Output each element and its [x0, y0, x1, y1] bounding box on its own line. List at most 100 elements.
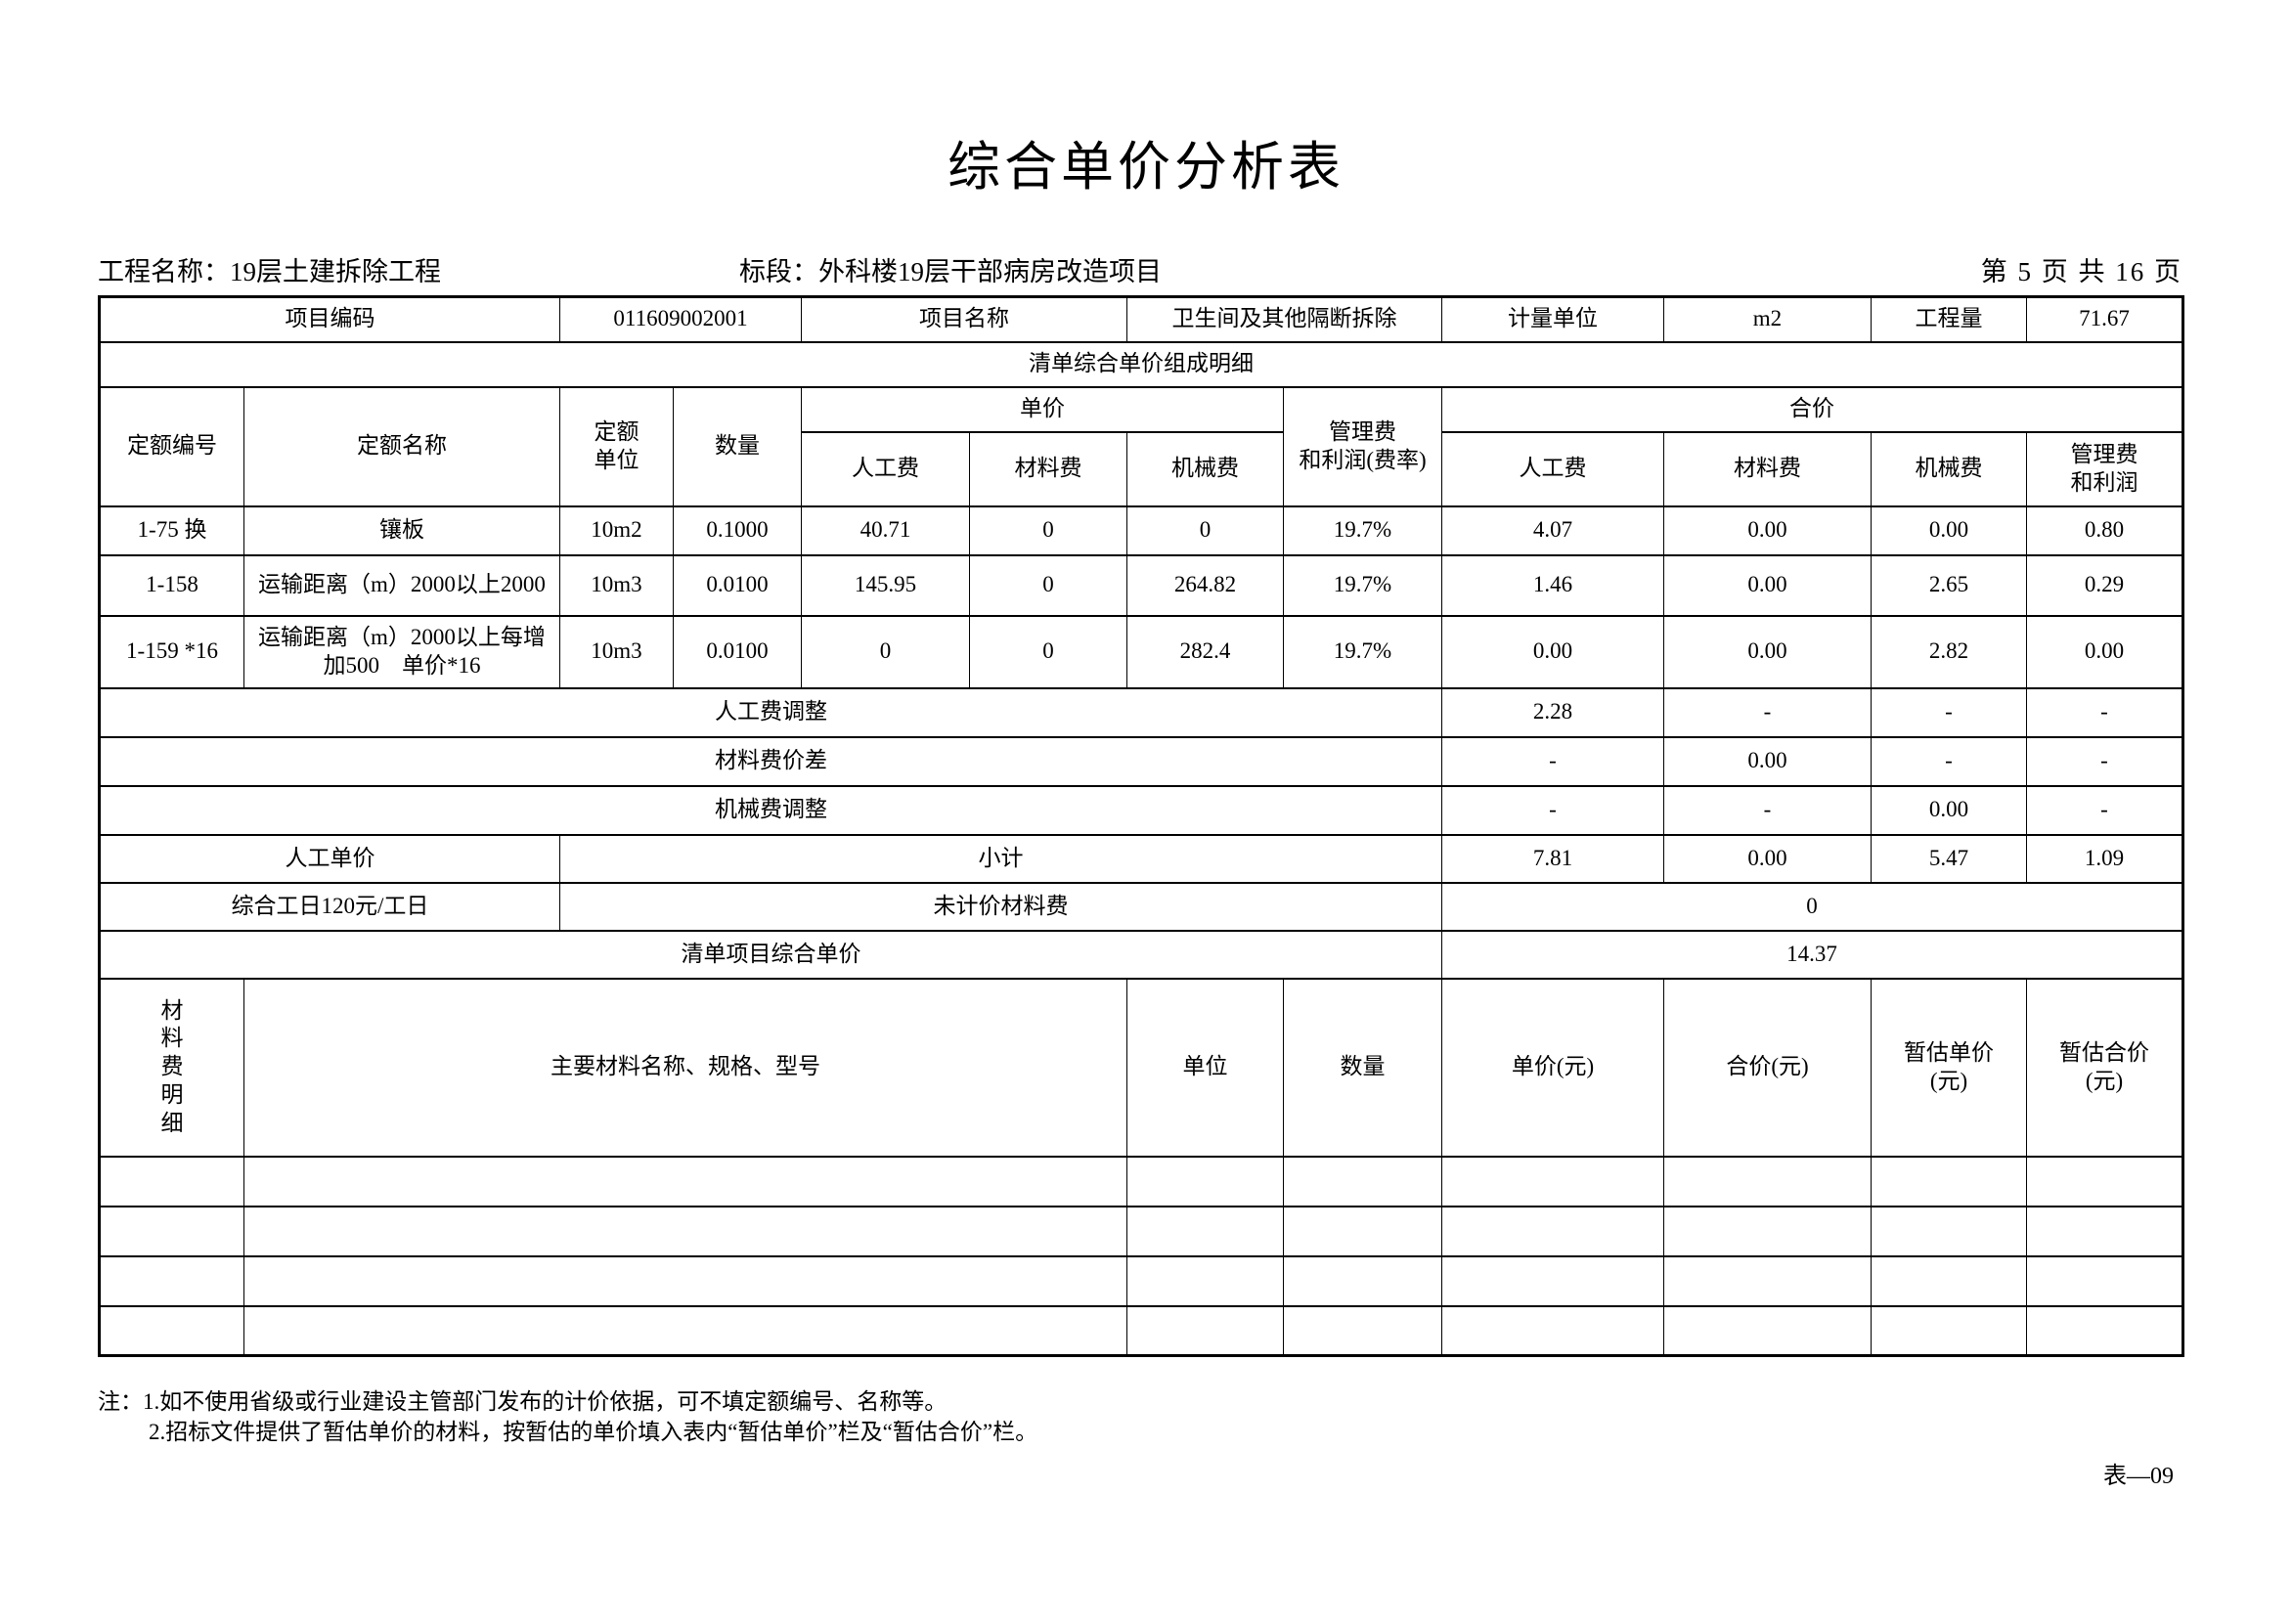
labor-unit-price: 145.95: [801, 553, 970, 617]
unit-price-analysis-table: 项目编码 011609002001 项目名称 卫生间及其他隔断拆除 计量单位 m…: [98, 295, 2184, 1357]
machine-unit-price: 282.4: [1126, 614, 1284, 689]
note-line: 注：1.如不使用省级或行业建设主管部门发布的计价依据，可不填定额编号、名称等。: [98, 1389, 948, 1414]
empty-cell: [2026, 1304, 2183, 1357]
subtotal-label: 小计: [559, 833, 1442, 884]
quota-code: 1-75 换: [99, 505, 244, 556]
adjust-labor: -: [1441, 735, 1664, 787]
comprehensive-price-label: 清单项目综合单价: [99, 929, 1442, 980]
adjust-label: 人工费调整: [99, 686, 1442, 738]
empty-cell: [243, 1205, 1127, 1257]
empty-cell: [99, 1205, 244, 1257]
mgmt-total: 0.29: [2026, 553, 2183, 617]
quota-qty: 0.0100: [673, 553, 802, 617]
comprehensive-price-row: 清单项目综合单价 14.37: [99, 929, 2183, 980]
material-est-price-header: 暂估单价 (元): [1871, 977, 2027, 1158]
material-name-header: 主要材料名称、规格、型号: [243, 977, 1127, 1158]
empty-cell: [1441, 1205, 1664, 1257]
empty-cell: [243, 1155, 1127, 1207]
labor-unit-price: 40.71: [801, 505, 970, 556]
measure-unit-label: 计量单位: [1441, 295, 1664, 343]
empty-cell: [1663, 1205, 1872, 1257]
header-row-sub: 人工费 材料费 机械费 人工费 材料费 机械费 管理费 和利润: [100, 430, 2183, 507]
adjust-labor: -: [1441, 784, 1664, 836]
material-header-row: 材 料 费 明 细 主要材料名称、规格、型号 单位 数量 单价(元) 合价(元)…: [99, 977, 2183, 1158]
empty-cell: [2026, 1254, 2183, 1307]
subtotal-labor: 7.81: [1441, 833, 1664, 884]
adjust-material: 0.00: [1663, 735, 1872, 787]
note-line: 2.招标文件提供了暂估单价的材料，按暂估的单价填入表内“暂估单价”栏及“暂估合价…: [149, 1420, 1038, 1445]
col-header-machine-unit: 机械费: [1126, 430, 1284, 507]
quota-unit: 10m2: [559, 505, 674, 556]
material-empty-row: [99, 1254, 2183, 1307]
empty-cell: [1126, 1205, 1284, 1257]
empty-cell: [243, 1254, 1127, 1307]
item-name-label: 项目名称: [801, 295, 1127, 343]
empty-cell: [1871, 1205, 2027, 1257]
empty-cell: [1441, 1304, 1664, 1357]
quota-qty: 0.0100: [673, 614, 802, 689]
adjust-row: 人工费调整 2.28 - - -: [99, 686, 2183, 738]
empty-cell: [1663, 1155, 1872, 1207]
adjust-row: 机械费调整 - - 0.00 -: [99, 784, 2183, 836]
adjust-material: -: [1663, 686, 1872, 738]
adjust-mgmt: -: [2026, 686, 2183, 738]
header-row-top: 定额编号 定额名称 定额 单位 数量 单价 管理费 和利润(费率) 合价: [99, 385, 2183, 507]
quota-name: 运输距离（m）2000以上2000: [243, 553, 560, 617]
empty-cell: [99, 1155, 244, 1207]
adjust-mgmt: -: [2026, 784, 2183, 836]
subtotal-row: 人工单价 小计 7.81 0.00 5.47 1.09: [99, 833, 2183, 884]
bid-section-name: 标段：外科楼19层干部病房改造项目: [739, 257, 1162, 286]
empty-cell: [1663, 1254, 1872, 1307]
adjust-labor: 2.28: [1441, 686, 1664, 738]
machine-unit-price: 264.82: [1126, 553, 1284, 617]
machine-total: 2.82: [1871, 614, 2027, 689]
empty-cell: [243, 1304, 1127, 1357]
work-qty-value: 71.67: [2026, 295, 2183, 343]
empty-cell: [1126, 1304, 1284, 1357]
quota-row: 1-75 换 镶板 10m2 0.1000 40.71 0 0 19.7% 4.…: [99, 505, 2183, 556]
material-total-header: 合价(元): [1663, 977, 1872, 1158]
mgmt-rate: 19.7%: [1283, 614, 1442, 689]
machine-total: 2.65: [1871, 553, 2027, 617]
empty-cell: [1283, 1205, 1442, 1257]
material-est-total-header: 暂估合价 (元): [2026, 977, 2183, 1158]
col-header-mgmt-rate: 管理费 和利润(费率): [1283, 385, 1442, 507]
col-header-machine-total: 机械费: [1871, 430, 2027, 507]
adjust-label: 材料费价差: [99, 735, 1442, 787]
page-title: 综合单价分析表: [948, 138, 1344, 197]
empty-cell: [99, 1304, 244, 1357]
adjust-mgmt: -: [2026, 735, 2183, 787]
col-header-unit-price-group: 单价: [801, 385, 1284, 433]
mgmt-rate: 19.7%: [1283, 553, 1442, 617]
material-total: 0.00: [1663, 553, 1872, 617]
material-detail-side-label: 材 料 费 明 细: [99, 977, 244, 1158]
machine-total: 0.00: [1871, 505, 2027, 556]
labor-unit-price: 0: [801, 614, 970, 689]
labor-rate-row: 综合工日120元/工日 未计价材料费 0: [99, 881, 2183, 932]
quota-row: 1-158 运输距离（m）2000以上2000 10m3 0.0100 145.…: [99, 553, 2183, 617]
quota-unit: 10m3: [559, 614, 674, 689]
col-header-quota-unit: 定额 单位: [559, 385, 674, 507]
col-header-material-unit: 材料费: [969, 430, 1127, 507]
col-header-labor-unit: 人工费: [801, 430, 970, 507]
empty-cell: [1441, 1155, 1664, 1207]
quota-row: 1-159 *16 运输距离（m）2000以上每增加500 单价*16 10m3…: [99, 614, 2183, 689]
col-header-quota-name: 定额名称: [243, 385, 560, 507]
section-title: 清单综合单价组成明细: [99, 340, 2183, 388]
work-qty-label: 工程量: [1871, 295, 2027, 343]
form-code: 表—09: [2103, 1464, 2174, 1489]
mgmt-total: 0.80: [2026, 505, 2183, 556]
col-header-material-total: 材料费: [1663, 430, 1872, 507]
material-unit-header: 单位: [1126, 977, 1284, 1158]
labor-total: 0.00: [1441, 614, 1664, 689]
quota-unit: 10m3: [559, 553, 674, 617]
subtotal-mgmt: 1.09: [2026, 833, 2183, 884]
material-empty-row: [99, 1304, 2183, 1357]
adjust-machine: -: [1871, 735, 2027, 787]
labor-total: 1.46: [1441, 553, 1664, 617]
mgmt-total: 0.00: [2026, 614, 2183, 689]
empty-cell: [1283, 1254, 1442, 1307]
measure-unit-value: m2: [1663, 295, 1872, 343]
material-empty-row: [99, 1155, 2183, 1207]
page-indicator: 第 5 页 共 16 页: [1980, 257, 2182, 286]
